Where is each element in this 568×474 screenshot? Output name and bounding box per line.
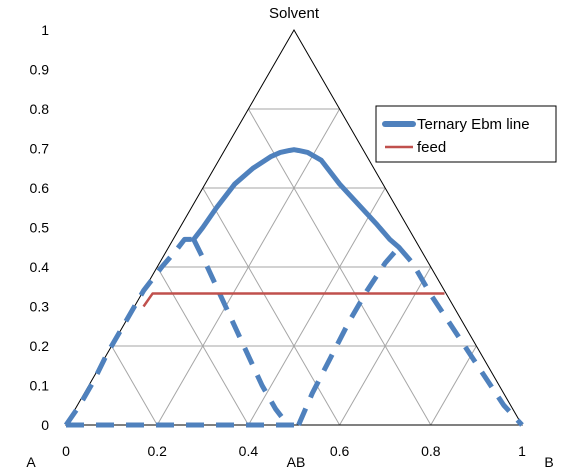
y-tick-label: 0.6: [30, 180, 50, 196]
x-tick-label: 1: [518, 443, 526, 459]
y-tick-label: 0.3: [30, 299, 50, 315]
y-tick-label: 0: [41, 417, 49, 433]
triangle-outline: [65, 28, 523, 426]
series-layer: [63, 147, 524, 428]
series-ebm-dashed-line: [191, 238, 292, 427]
y-tick-label: 0.5: [30, 220, 50, 236]
x-tick-label: 0.4: [239, 443, 259, 459]
corner-label-right: B: [544, 454, 553, 470]
series-ebm-dashed-line: [396, 245, 524, 427]
grid-line-diagonal: [111, 345, 158, 426]
y-tick-label: 0.4: [30, 259, 50, 275]
corner-label-left: A: [26, 454, 36, 470]
x-tick-label: 0: [62, 443, 70, 459]
chart-title: Solvent: [269, 5, 320, 22]
legend-label-feed: feed: [417, 139, 446, 156]
series-ebm-dashed-line: [63, 236, 194, 427]
y-tick-label: 0.9: [30, 62, 50, 78]
series-feed-line: [142, 292, 445, 308]
y-tick-label: 0.2: [30, 338, 50, 354]
y-tick-label: 1: [41, 22, 49, 38]
y-tick-label: 0.8: [30, 101, 50, 117]
corner-label-middle: AB: [287, 454, 306, 470]
series-ebm-solid-line: [191, 147, 402, 250]
ternary-triangle: [65, 28, 523, 426]
legend-label-ebm: Ternary Ebm line: [417, 116, 530, 133]
series-ebm-dashed-line: [296, 245, 401, 426]
y-tick-label: 0.7: [30, 141, 50, 157]
grid-line-diagonal: [247, 108, 432, 426]
legend: Ternary Ebm line feed: [375, 105, 557, 163]
x-tick-label: 0.8: [421, 443, 441, 459]
legend-box: [375, 105, 557, 163]
grid-line-diagonal: [247, 187, 386, 426]
x-axis-ticks: 0 0.2 0.4 0.6 0.8 1: [62, 443, 526, 459]
grid-line-diagonal: [430, 345, 477, 426]
y-axis-ticks: 0 0.1 0.2 0.3 0.4 0.5 0.6 0.7 0.8 0.9 1: [30, 22, 50, 433]
grid-lines: [111, 108, 477, 426]
x-tick-label: 0.2: [147, 443, 167, 459]
y-tick-label: 0.1: [30, 378, 50, 394]
x-tick-label: 0.6: [330, 443, 350, 459]
